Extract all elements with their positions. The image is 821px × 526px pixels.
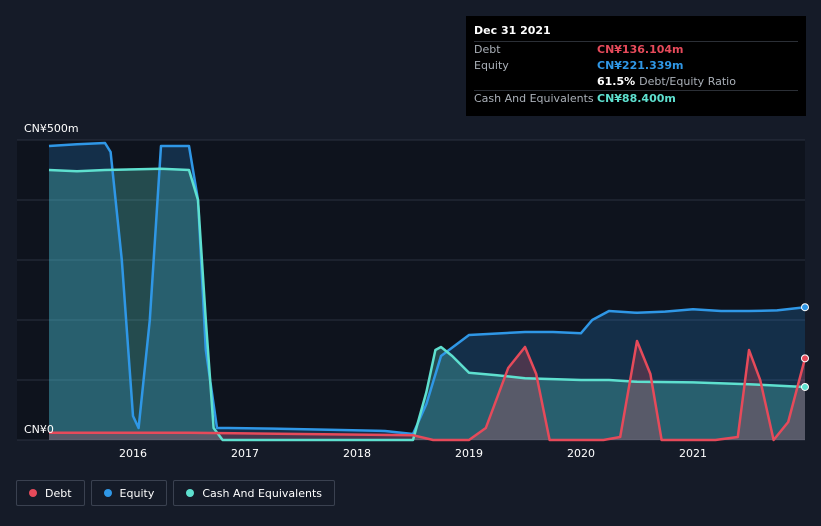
forecast-region bbox=[17, 140, 805, 440]
tooltip-ratio-label: Debt/Equity Ratio bbox=[639, 75, 736, 88]
y-tick-label: CN¥500m bbox=[24, 122, 79, 135]
tooltip-date: Dec 31 2021 bbox=[474, 24, 551, 37]
tooltip-label bbox=[474, 74, 597, 90]
tooltip-label: Cash And Equivalents bbox=[474, 92, 594, 105]
legend-dot-icon bbox=[103, 489, 112, 497]
tooltip-value: CN¥88.400m bbox=[597, 92, 676, 105]
x-tick-label: 2019 bbox=[455, 447, 483, 460]
end-marker-cash-and-equivalents bbox=[801, 382, 809, 391]
tooltip-value: 61.5% bbox=[597, 75, 636, 88]
y-axis: CN¥500m CN¥0 bbox=[24, 122, 79, 436]
series-areas bbox=[49, 143, 805, 441]
legend-item-equity[interactable]: Equity bbox=[90, 480, 168, 506]
tooltip-row-debt: Debt CN¥136.104m bbox=[474, 41, 798, 58]
tooltip: Dec 31 2021 Debt CN¥136.104m Equity CN¥2… bbox=[466, 16, 806, 116]
tooltip-row-ratio: 61.5% Debt/Equity Ratio bbox=[474, 74, 798, 90]
line-cash-and-equivalents bbox=[48, 167, 806, 442]
legend-label: Equity bbox=[119, 486, 155, 500]
series-lines bbox=[48, 141, 807, 442]
y-tick-label: CN¥0 bbox=[24, 423, 54, 436]
tooltip-row-equity: Equity CN¥221.339m bbox=[474, 58, 798, 74]
gridlines bbox=[17, 139, 805, 441]
x-tick-label: 2021 bbox=[679, 447, 707, 460]
tooltip-label: Debt bbox=[474, 43, 501, 56]
series-end-markers bbox=[801, 303, 809, 391]
tooltip-row-cash: Cash And Equivalents CN¥88.400m bbox=[474, 90, 798, 107]
legend: Debt Equity Cash And Equivalents bbox=[16, 480, 335, 506]
x-axis: 2016 2017 2018 2019 2020 2021 bbox=[119, 447, 707, 460]
x-tick-label: 2018 bbox=[343, 447, 371, 460]
tooltip-label: Equity bbox=[474, 59, 509, 72]
legend-label: Debt bbox=[45, 486, 72, 500]
x-tick-label: 2020 bbox=[567, 447, 595, 460]
x-tick-label: 2017 bbox=[231, 447, 259, 460]
legend-dot-icon bbox=[29, 489, 37, 497]
area-equity bbox=[49, 143, 805, 440]
end-marker-debt bbox=[801, 354, 809, 363]
tooltip-value: CN¥136.104m bbox=[597, 43, 684, 56]
legend-label: Cash And Equivalents bbox=[202, 486, 322, 500]
line-equity bbox=[48, 141, 806, 436]
legend-item-debt[interactable]: Debt bbox=[16, 480, 85, 506]
end-marker-equity bbox=[801, 303, 809, 312]
area-cash-and-equivalents bbox=[49, 168, 805, 441]
legend-item-cash[interactable]: Cash And Equivalents bbox=[173, 480, 335, 506]
line-debt bbox=[49, 339, 807, 442]
tooltip-value: CN¥221.339m bbox=[597, 59, 684, 72]
x-tick-label: 2016 bbox=[119, 447, 147, 460]
legend-dot-icon bbox=[186, 489, 195, 497]
